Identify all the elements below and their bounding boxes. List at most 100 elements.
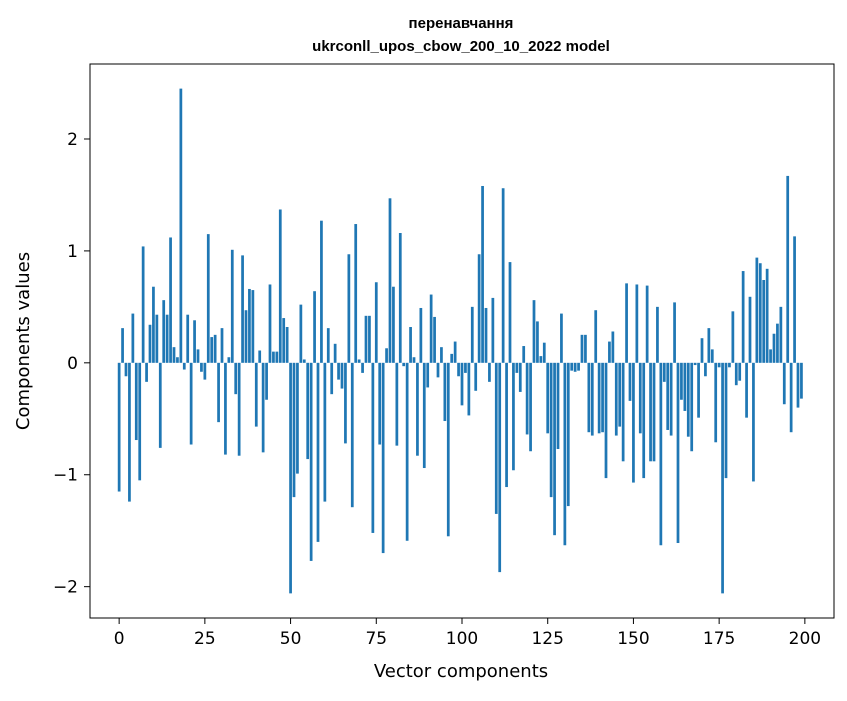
- bar: [265, 362, 268, 400]
- bar: [635, 284, 639, 363]
- bar: [272, 351, 275, 363]
- bar: [656, 306, 659, 363]
- bar: [481, 185, 484, 363]
- bar: [333, 343, 337, 363]
- bar: [755, 257, 759, 363]
- bar: [196, 349, 200, 363]
- bar: [275, 351, 279, 363]
- bar: [234, 362, 238, 395]
- bar: [155, 314, 159, 363]
- bar: [340, 362, 344, 389]
- bar: [368, 315, 371, 363]
- bar: [443, 362, 447, 422]
- bar: [217, 362, 220, 423]
- x-tick-label: 200: [789, 629, 821, 649]
- bar: [296, 362, 299, 474]
- bar: [542, 342, 546, 363]
- bar: [587, 362, 591, 433]
- bar: [299, 304, 303, 363]
- plot-frame: [89, 63, 835, 619]
- bar: [467, 362, 471, 416]
- bar: [258, 350, 262, 363]
- bar: [573, 362, 577, 372]
- bar: [169, 237, 172, 363]
- bar: [344, 362, 347, 444]
- bar: [560, 313, 563, 363]
- bar: [597, 362, 601, 434]
- bar: [193, 320, 196, 363]
- bar: [220, 328, 224, 363]
- bar: [237, 362, 241, 456]
- bar: [148, 324, 152, 363]
- bar: [206, 234, 210, 363]
- bar: [357, 359, 361, 363]
- bar: [320, 220, 323, 363]
- bar: [669, 362, 673, 436]
- bar: [450, 353, 454, 363]
- bar: [289, 362, 292, 594]
- bar: [347, 254, 351, 363]
- x-tick-label: 150: [617, 629, 649, 649]
- bar: [618, 362, 622, 427]
- bar: [769, 349, 772, 363]
- bar: [734, 362, 738, 386]
- bar: [268, 284, 272, 363]
- bar: [577, 362, 580, 371]
- bar: [158, 362, 162, 448]
- bar: [772, 333, 776, 363]
- bar: [556, 362, 560, 449]
- bar: [728, 362, 731, 368]
- bar: [117, 362, 121, 492]
- bar: [200, 362, 203, 372]
- bar: [721, 362, 724, 594]
- bar: [553, 362, 556, 536]
- bar: [409, 327, 412, 363]
- bar: [508, 262, 512, 363]
- bar: [371, 362, 375, 533]
- bar: [697, 362, 700, 418]
- bar: [165, 314, 169, 363]
- bar: [645, 285, 649, 363]
- bar: [182, 362, 186, 370]
- bar: [649, 362, 652, 462]
- y-tick-label: −1: [53, 466, 78, 486]
- bar: [488, 362, 491, 382]
- bar: [693, 362, 697, 366]
- bar: [227, 357, 231, 363]
- bar: [378, 362, 382, 445]
- bar: [659, 362, 663, 546]
- bar: [457, 362, 460, 377]
- bar: [316, 362, 320, 542]
- bar: [570, 362, 574, 371]
- bar: [350, 362, 354, 508]
- bar: [494, 362, 498, 514]
- bar: [224, 362, 227, 455]
- bar: [566, 362, 570, 507]
- bar: [134, 362, 138, 441]
- bar: [710, 349, 714, 363]
- x-tick-label: 75: [365, 629, 387, 649]
- bar: [745, 362, 748, 418]
- bar: [700, 338, 704, 363]
- bar: [470, 306, 474, 363]
- bar: [625, 283, 628, 363]
- bar: [608, 341, 611, 363]
- x-tick-label: 0: [114, 629, 125, 649]
- bar: [786, 175, 790, 363]
- bar: [186, 314, 190, 363]
- bar: [676, 362, 680, 544]
- bar: [361, 362, 364, 373]
- bar: [337, 362, 340, 380]
- chart-title: перенавчання: [409, 15, 514, 32]
- bar: [244, 310, 248, 363]
- bar: [782, 362, 786, 405]
- bar: [323, 362, 327, 502]
- bar: [395, 362, 399, 446]
- bar: [477, 254, 481, 363]
- bar: [683, 362, 687, 411]
- bar: [440, 347, 443, 363]
- bar: [251, 290, 255, 363]
- bar: [402, 362, 406, 367]
